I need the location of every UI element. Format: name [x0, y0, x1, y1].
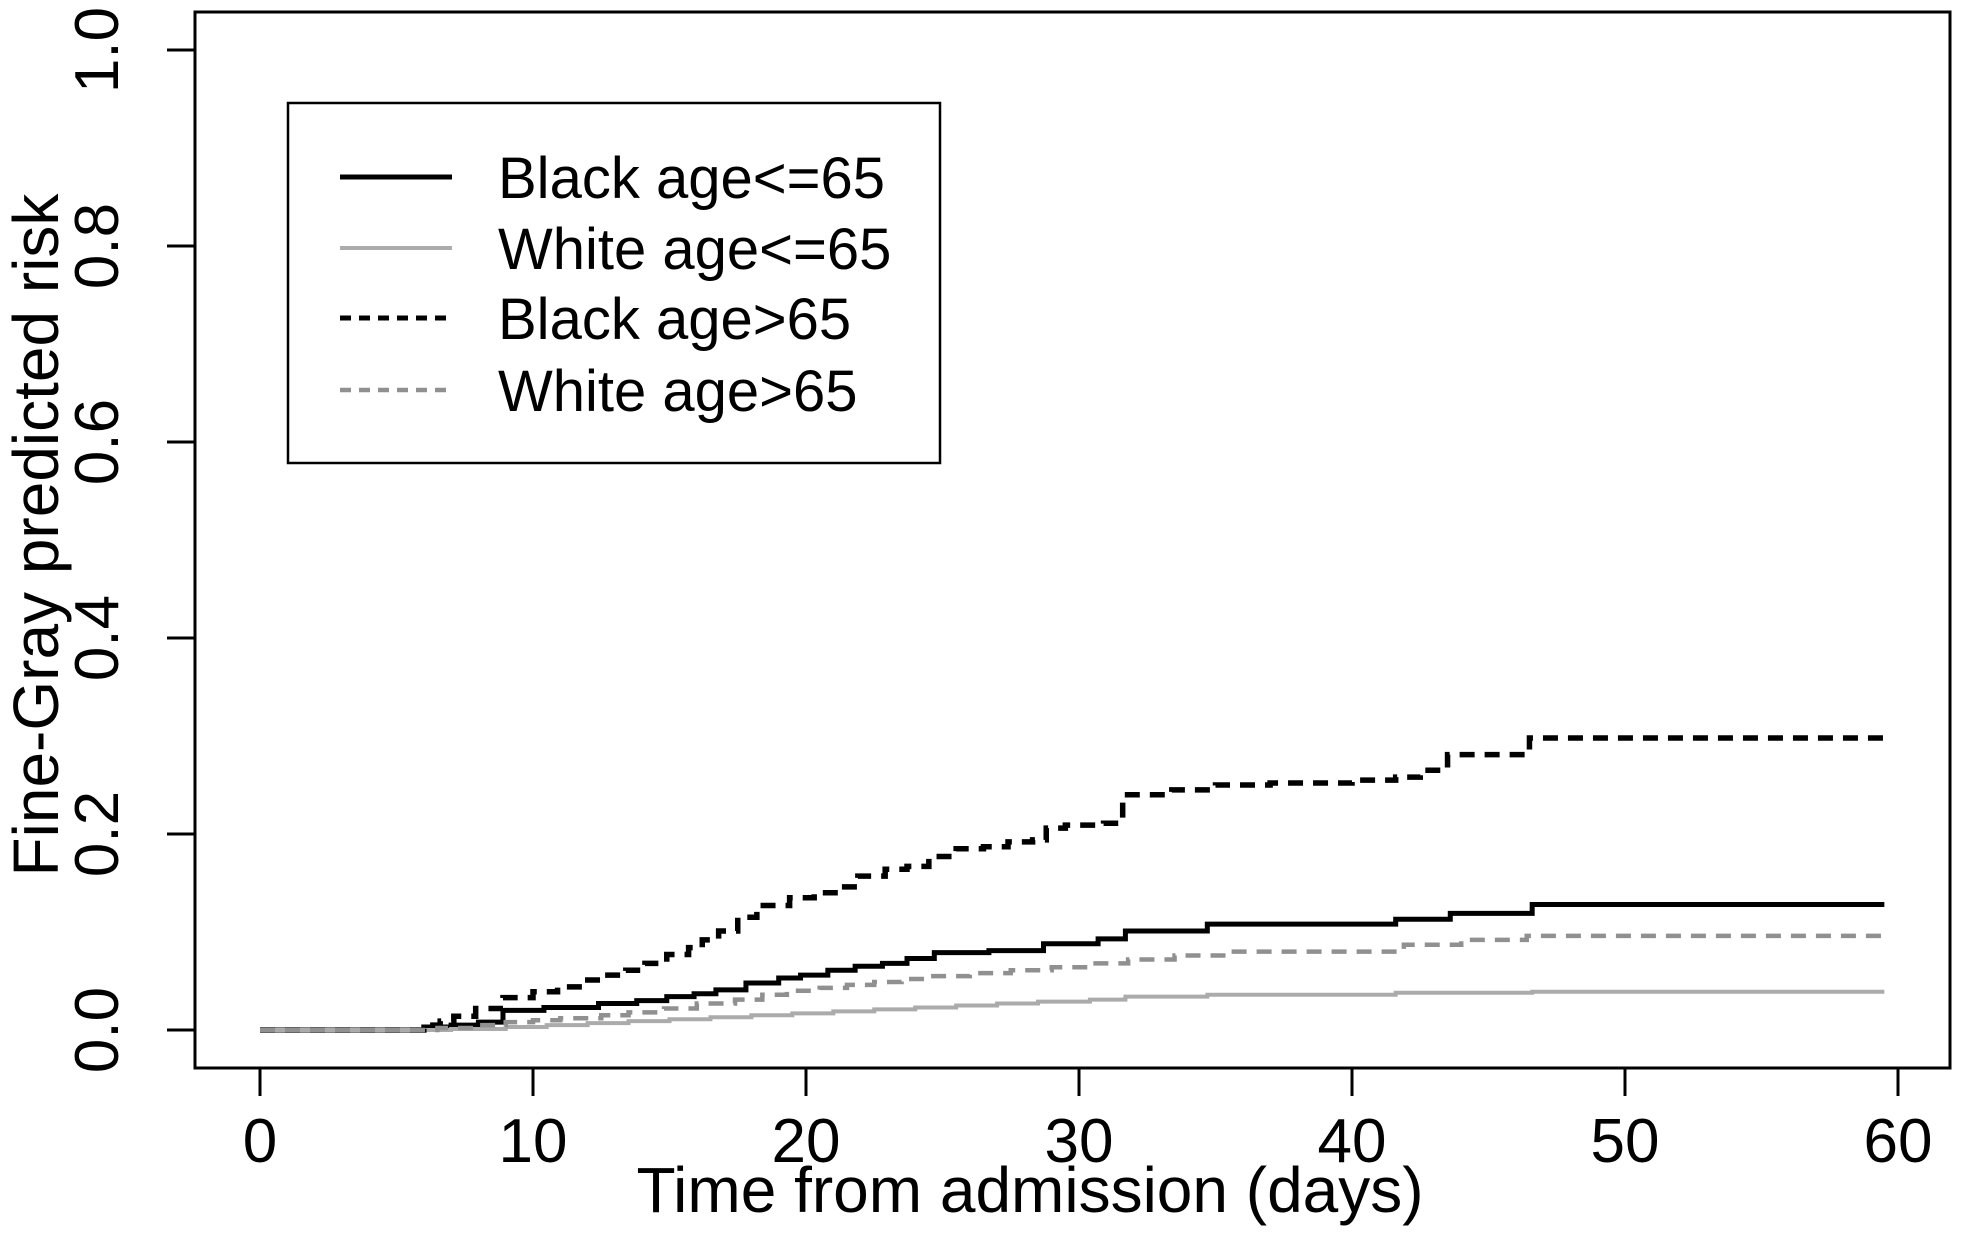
x-tick-label: 50	[1591, 1107, 1660, 1176]
legend-label-white-le65: White age<=65	[498, 217, 891, 282]
x-axis-title: Time from admission (days)	[636, 1154, 1423, 1226]
legend-label-black-le65: Black age<=65	[498, 146, 885, 211]
curve-black-age-65	[260, 902, 1885, 1033]
y-tick-label: 0.8	[63, 203, 132, 289]
legend-label-white-gt65: White age>65	[498, 359, 858, 424]
curve-black-age-65	[260, 735, 1885, 1033]
x-tick-label: 40	[1318, 1107, 1387, 1176]
series-curves	[260, 735, 1885, 1033]
y-axis-title: Fine-Gray predicted risk	[0, 193, 72, 877]
y-tick-label: 0.2	[63, 791, 132, 877]
x-tick-label: 0	[243, 1107, 277, 1176]
x-tick-label: 60	[1864, 1107, 1933, 1176]
curve-white-age-65	[260, 989, 1885, 1032]
y-tick-label: 0.6	[63, 399, 132, 485]
curve-white-age-65	[260, 933, 1885, 1033]
y-tick-label: 0.0	[63, 987, 132, 1073]
legend-box	[286, 101, 942, 465]
x-tick-label: 30	[1045, 1107, 1114, 1176]
x-axis-ticks: 0 10 20 30 40 50 60	[243, 1068, 1933, 1176]
x-tick-label: 10	[499, 1107, 568, 1176]
legend-label-black-gt65: Black age>65	[498, 287, 851, 352]
legend: Black age<=65 White age<=65 Black age>65…	[286, 101, 942, 465]
y-tick-label: 0.4	[63, 595, 132, 681]
y-tick-label: 1.0	[63, 7, 132, 93]
x-tick-label: 20	[772, 1107, 841, 1176]
plot-border	[193, 10, 1952, 1070]
y-axis-ticks: 0.0 0.2 0.4 0.6 0.8 1.0	[63, 7, 195, 1073]
